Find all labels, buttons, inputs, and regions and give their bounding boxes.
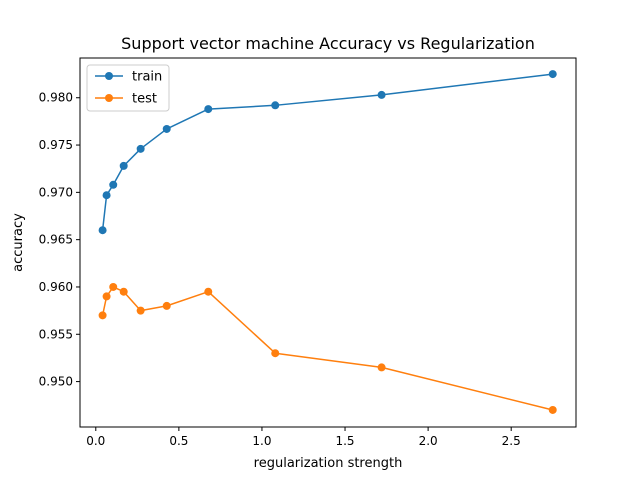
data-point-train — [98, 226, 107, 235]
data-point-train — [162, 124, 171, 133]
data-point-test — [119, 287, 128, 296]
data-point-train — [119, 161, 128, 170]
legend-marker-train — [105, 72, 113, 80]
x-axis: 0.0 0.5 1.0 1.5 2.0 2.5 — [86, 427, 521, 448]
y-tick-label: 0.955 — [39, 327, 73, 341]
plot-area — [80, 58, 576, 427]
legend-label-train: train — [132, 70, 162, 85]
data-point-test — [102, 292, 111, 301]
data-point-test — [204, 287, 213, 296]
series-line-train — [101, 73, 553, 231]
y-tick-label: 0.975 — [39, 138, 73, 152]
x-tick-label: 2.5 — [502, 434, 521, 448]
x-tick-label: 0.0 — [86, 434, 105, 448]
data-point-train — [271, 101, 280, 110]
chart-title: Support vector machine Accuracy vs Regul… — [121, 34, 535, 53]
legend: train test — [86, 64, 170, 112]
data-point-test — [162, 301, 171, 310]
data-point-train — [109, 180, 118, 189]
y-axis-label: accuracy — [11, 213, 26, 272]
axes-frame — [79, 57, 577, 428]
legend-label-test: test — [132, 92, 157, 107]
x-tick-label: 1.5 — [335, 434, 354, 448]
y-tick-label: 0.950 — [39, 375, 73, 389]
data-point-test — [109, 282, 118, 291]
data-point-test — [548, 405, 557, 414]
data-point-test — [271, 349, 280, 358]
data-point-test — [136, 306, 145, 315]
series-line-test — [101, 286, 553, 411]
data-point-test — [377, 363, 386, 372]
y-tick-label: 0.960 — [39, 280, 73, 294]
axes-background — [80, 58, 576, 427]
y-tick-label: 0.970 — [39, 185, 73, 199]
data-point-train — [102, 191, 111, 200]
data-point-train — [548, 70, 557, 79]
data-point-test — [98, 311, 107, 320]
series-layer — [98, 70, 557, 414]
x-tick-label: 1.0 — [252, 434, 271, 448]
y-axis: 0.950 0.955 0.960 0.965 0.970 0.975 0.980 — [39, 91, 80, 389]
data-point-train — [377, 90, 386, 99]
y-tick-label: 0.965 — [39, 233, 73, 247]
legend-marker-test — [105, 94, 113, 102]
data-point-train — [136, 144, 145, 153]
data-point-train — [204, 105, 213, 114]
x-axis-label: regularization strength — [254, 456, 403, 471]
x-tick-label: 0.5 — [169, 434, 188, 448]
y-tick-label: 0.980 — [39, 91, 73, 105]
x-tick-label: 2.0 — [419, 434, 438, 448]
